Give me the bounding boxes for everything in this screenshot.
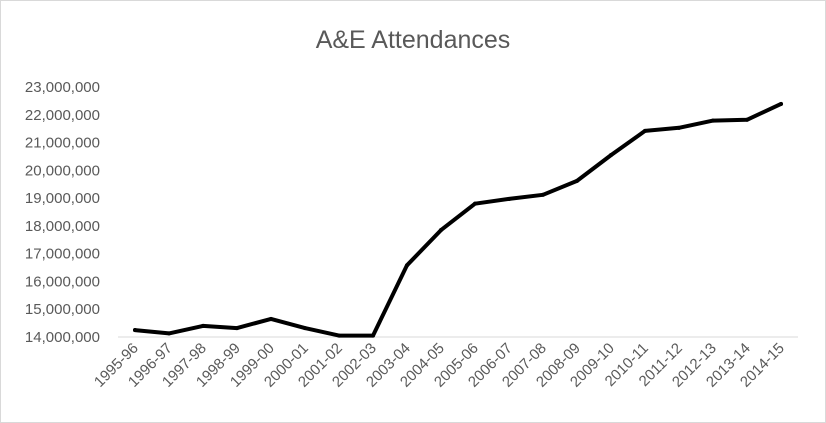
y-tick-label: 22,000,000 [25, 107, 100, 124]
data-point [439, 228, 443, 233]
data-point [201, 323, 205, 328]
y-tick-label: 15,000,000 [25, 301, 100, 318]
data-point [677, 125, 681, 130]
data-point [575, 178, 579, 183]
data-point [643, 128, 647, 133]
y-tick-label: 18,000,000 [25, 218, 100, 235]
data-point [269, 316, 273, 321]
y-tick-label: 14,000,000 [25, 329, 100, 346]
y-tick-label: 16,000,000 [25, 273, 100, 290]
chart-title: A&E Attendances [315, 26, 511, 54]
data-point [167, 331, 171, 336]
data-point [609, 153, 613, 158]
y-tick-label: 23,000,000 [25, 79, 100, 96]
y-tick-label: 19,000,000 [25, 190, 100, 207]
data-point [745, 117, 749, 122]
series-line [133, 101, 783, 338]
y-tick-label: 20,000,000 [25, 162, 100, 179]
data-point [371, 333, 375, 338]
data-point [507, 196, 511, 201]
data-point [405, 263, 409, 268]
data-point [337, 333, 341, 338]
data-point [779, 101, 783, 106]
y-tick-label: 21,000,000 [25, 135, 100, 152]
data-point [711, 118, 715, 123]
data-point [133, 328, 137, 333]
data-point [541, 192, 545, 197]
data-point [235, 326, 239, 331]
y-tick-label: 17,000,000 [25, 246, 100, 263]
data-point [303, 326, 307, 331]
data-point [473, 201, 477, 206]
